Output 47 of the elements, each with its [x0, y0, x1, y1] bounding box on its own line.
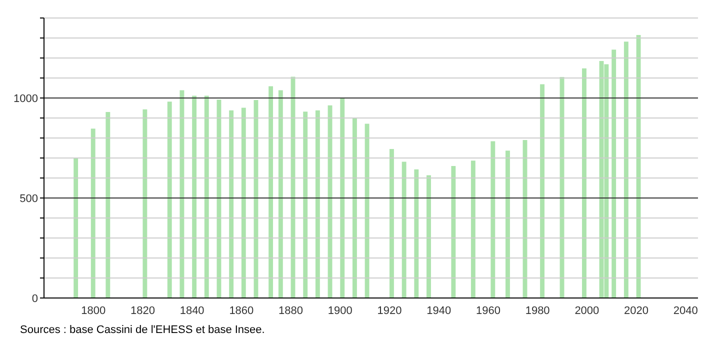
source-note: Sources : base Cassini de l'EHESS et base Insee. [20, 324, 266, 336]
x-tick-label: 1820 [130, 304, 155, 317]
bar [229, 110, 234, 298]
x-tick-label: 1940 [426, 304, 452, 317]
bar [167, 102, 172, 298]
bar [204, 96, 209, 298]
x-tick-label: 1900 [328, 304, 352, 317]
bar [241, 108, 246, 298]
bar [74, 158, 78, 298]
bar [414, 169, 419, 298]
x-tick-label: 1920 [377, 304, 402, 317]
bar [364, 124, 370, 298]
y-tick-label: 500 [20, 192, 38, 205]
bar [540, 84, 544, 298]
bar [268, 86, 274, 298]
x-tick-label: 1880 [278, 304, 304, 317]
bar [90, 128, 96, 298]
bar [470, 160, 476, 298]
bar [340, 98, 345, 298]
y-tick-label: 0 [32, 292, 38, 305]
x-tick-label: 1840 [180, 304, 204, 317]
bar [490, 141, 496, 298]
bar [180, 90, 184, 298]
bar [328, 105, 332, 298]
bar [303, 112, 308, 298]
bar [142, 109, 148, 298]
bar [352, 118, 357, 298]
bar [582, 68, 586, 298]
bar [624, 42, 628, 298]
bar [390, 149, 394, 298]
bar [506, 150, 510, 298]
x-tick-label: 1860 [229, 304, 254, 317]
bar [106, 112, 110, 298]
x-tick-label: 1960 [476, 304, 500, 317]
x-tick-label: 1800 [81, 304, 106, 317]
bar [315, 110, 320, 298]
bar [278, 90, 283, 298]
bar [402, 162, 406, 298]
y-tick-label: 1000 [14, 92, 38, 105]
x-tick-label: 1980 [525, 304, 550, 317]
x-tick-label: 2000 [574, 304, 600, 317]
bar [612, 50, 616, 298]
bar [192, 96, 197, 298]
x-tick-label: 2040 [673, 304, 698, 317]
bar [451, 166, 456, 298]
bar [426, 175, 431, 298]
x-tick-label: 2020 [624, 304, 649, 317]
